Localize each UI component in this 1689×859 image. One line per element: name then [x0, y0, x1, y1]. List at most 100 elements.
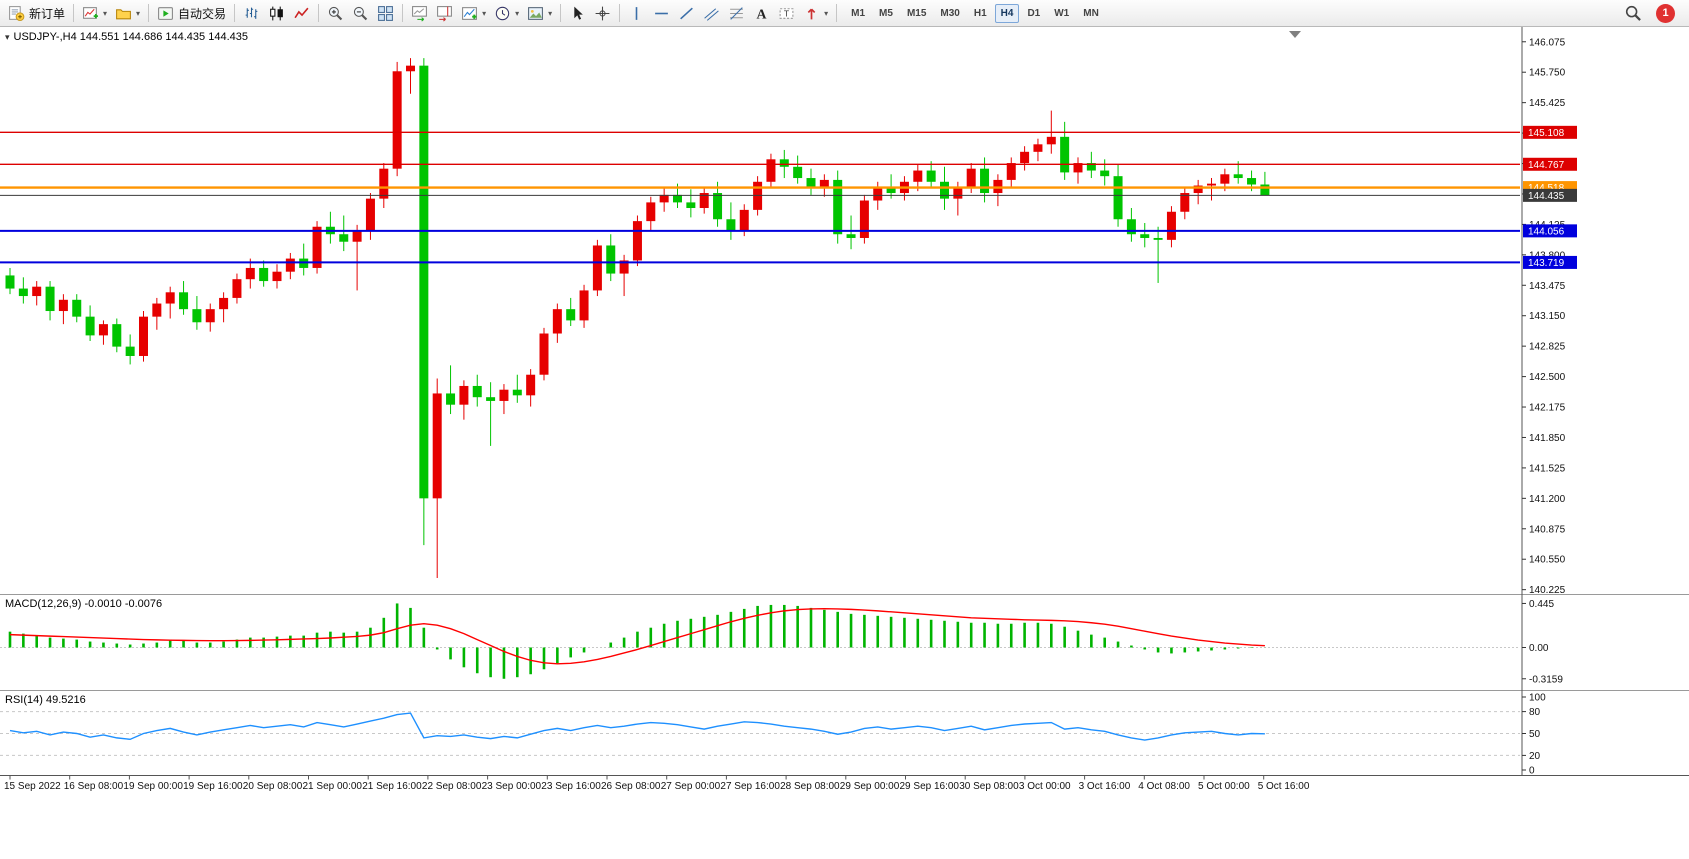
timeframe-button-m15[interactable]: M15 [906, 7, 927, 19]
svg-text:145.108: 145.108 [1528, 128, 1565, 139]
notification-badge[interactable]: 1 [1656, 3, 1675, 23]
line-chart-mode-button[interactable] [289, 2, 314, 25]
timeframe-button-mn[interactable]: MN [1083, 7, 1099, 19]
svg-text:142.175: 142.175 [1529, 403, 1566, 414]
channel-tool-button[interactable] [699, 2, 724, 25]
candle-body [1180, 193, 1190, 212]
candle-body [1086, 163, 1096, 171]
auto-scroll-button[interactable] [407, 2, 432, 25]
candle-body [165, 292, 175, 304]
candle-body [192, 309, 202, 323]
candle-body [125, 346, 135, 356]
tile-windows-button[interactable] [373, 2, 398, 25]
chart-shift-button[interactable] [432, 2, 457, 25]
text-tool-button[interactable]: A [749, 2, 774, 25]
fibonacci-tool-button[interactable] [724, 2, 749, 25]
crosshair-tool-button[interactable] [590, 2, 615, 25]
profiles-button[interactable]: ▾ [111, 2, 144, 25]
svg-text:29 Sep 16:00: 29 Sep 16:00 [900, 781, 960, 792]
candle-body [98, 324, 108, 336]
new-chart-button[interactable]: ▾ [78, 2, 111, 25]
templates-button[interactable]: ▾ [523, 2, 556, 25]
candle-body [873, 187, 883, 201]
candle-body [205, 309, 215, 323]
candle-body [219, 297, 229, 310]
candle-body [459, 385, 469, 405]
timeframe-button-m1[interactable]: M1 [851, 7, 866, 19]
toolbar-separator [148, 4, 150, 22]
svg-text:27 Sep 00:00: 27 Sep 00:00 [661, 781, 721, 792]
chart-collapse-icon[interactable]: ▾ [5, 32, 10, 42]
text-label-tool-button[interactable]: T [774, 2, 799, 25]
candle-body [112, 324, 122, 347]
svg-text:0: 0 [1529, 766, 1535, 777]
candle-body [5, 275, 15, 289]
svg-text:141.525: 141.525 [1529, 463, 1566, 474]
periods-clock-icon [495, 6, 510, 20]
trendline-tool-button[interactable] [674, 2, 699, 25]
auto-trading-button[interactable]: 自动交易 [153, 2, 230, 25]
svg-text:23 Sep 00:00: 23 Sep 00:00 [482, 781, 542, 792]
candle-body [726, 219, 736, 231]
templates-icon [528, 6, 544, 20]
macd-indicator-label: MACD(12,26,9) -0.0010 -0.0076 [5, 598, 163, 610]
svg-text:4 Oct 08:00: 4 Oct 08:00 [1138, 781, 1190, 792]
svg-text:27 Sep 16:00: 27 Sep 16:00 [720, 781, 780, 792]
candle-body [179, 292, 189, 310]
candle-body [152, 303, 162, 317]
new-order-button[interactable]: 新订单 [4, 2, 69, 25]
svg-text:143.719: 143.719 [1528, 258, 1565, 269]
svg-text:30 Sep 08:00: 30 Sep 08:00 [959, 781, 1019, 792]
chart-ohlc-title: ▾ USDJPY-,H4 144.551 144.686 144.435 144.… [5, 31, 248, 43]
cursor-tool-button[interactable] [565, 2, 590, 25]
candle-body [766, 159, 776, 182]
arrows-tool-icon [807, 8, 816, 19]
candle-body [966, 168, 976, 188]
timeframe-button-m30[interactable]: M30 [940, 7, 960, 19]
vertical-line-tool-button[interactable] [624, 2, 649, 25]
horizontal-line-tool-button[interactable] [649, 2, 674, 25]
timeframe-button-d1[interactable]: D1 [1027, 7, 1041, 19]
arrows-tool-button[interactable]: ▾ [799, 2, 832, 25]
channel-icon [704, 7, 719, 21]
timeframe-button-w1[interactable]: W1 [1054, 7, 1070, 19]
indicators-button[interactable]: ▾ [457, 2, 490, 25]
indicators-dropdown-icon: ▾ [482, 8, 487, 18]
zoom-in-icon [328, 6, 343, 20]
candle-body [913, 170, 923, 182]
candle-body [1126, 219, 1136, 235]
templates-dropdown-icon: ▾ [548, 8, 553, 18]
timeframe-button-h1[interactable]: H1 [973, 7, 987, 19]
svg-text:144.767: 144.767 [1528, 160, 1565, 171]
zoom-in-button[interactable] [323, 2, 348, 25]
search-button[interactable] [1620, 2, 1646, 25]
arrows-dropdown-icon: ▾ [824, 8, 829, 18]
zoom-out-button[interactable] [348, 2, 373, 25]
svg-text:29 Sep 00:00: 29 Sep 00:00 [840, 781, 900, 792]
toolbar-separator [836, 4, 838, 22]
candle-body [859, 200, 869, 238]
bar-chart-mode-button[interactable] [239, 2, 264, 25]
auto-scroll-icon [412, 5, 427, 21]
timeframe-button-h4[interactable]: H4 [994, 3, 1020, 23]
candle-body [1247, 178, 1257, 185]
timeframe-button-m5[interactable]: M5 [879, 7, 893, 19]
candlestick-mode-button[interactable] [264, 2, 289, 25]
candle-body [139, 316, 148, 356]
svg-text:80: 80 [1529, 707, 1541, 718]
candle-body [472, 385, 482, 398]
indicators-icon [462, 6, 477, 20]
text-tool-icon: A [757, 6, 767, 21]
svg-text:143.475: 143.475 [1529, 281, 1566, 292]
candle-body [1166, 211, 1176, 240]
chart-shift-marker[interactable] [1289, 31, 1301, 38]
toolbar-separator [619, 4, 621, 22]
svg-text:15 Sep 2022: 15 Sep 2022 [4, 781, 61, 792]
candle-body [432, 393, 442, 499]
price-axis: 146.075145.750145.425145.100144.775144.4… [1522, 37, 1566, 777]
periods-button[interactable]: ▾ [490, 2, 523, 25]
bar-chart-icon [245, 7, 258, 19]
candle-body [285, 258, 295, 272]
candle-body [846, 234, 856, 238]
